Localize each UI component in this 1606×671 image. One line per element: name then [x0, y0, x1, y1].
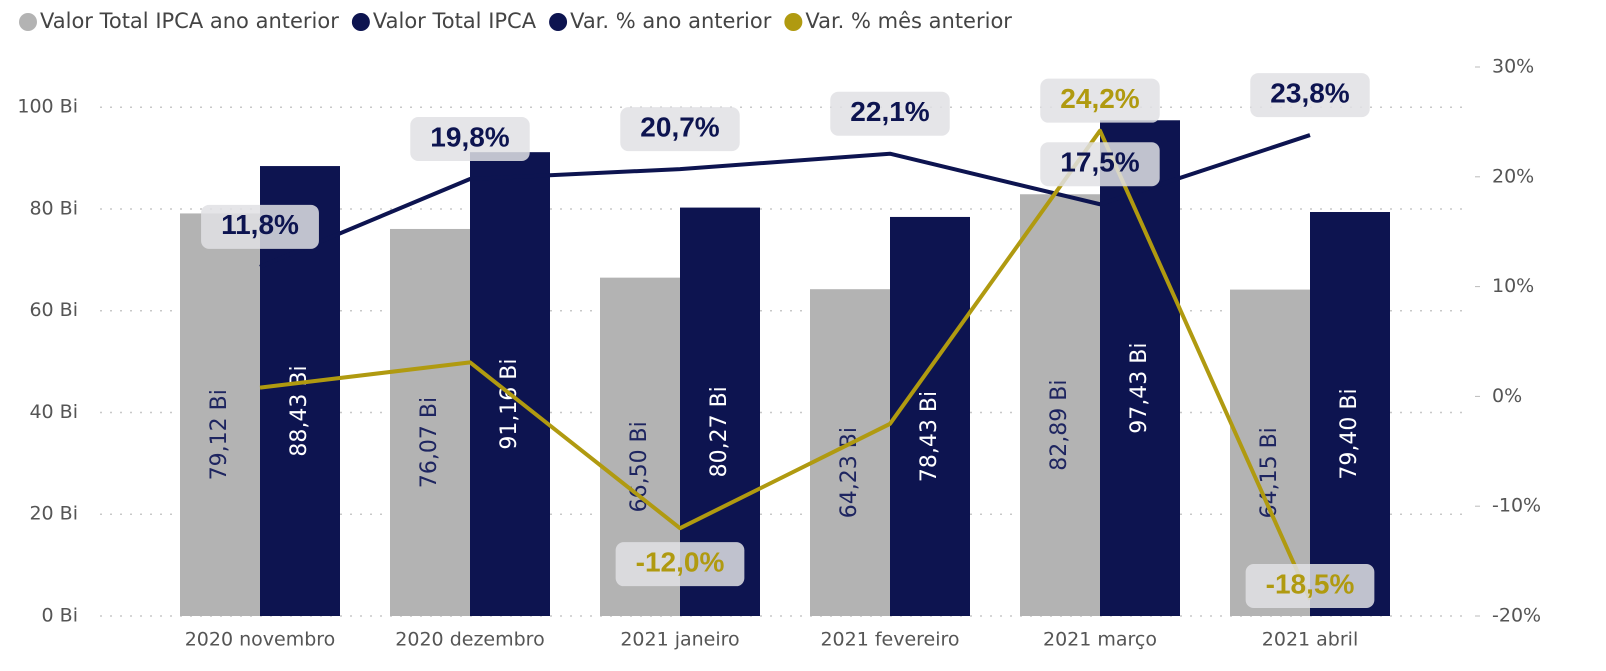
y2-tick-label: 30% [1492, 56, 1534, 78]
data-label-box [1250, 73, 1370, 118]
bar-value-label: 64,15 Bi [1257, 427, 1282, 518]
bar-value-label: 82,89 Bi [1047, 380, 1072, 471]
legend-label: Var. % ano anterior [570, 9, 772, 33]
data-label: -18,5% [1245, 564, 1375, 608]
y-tick-label: 40 Bi [29, 401, 78, 423]
line [259, 133, 1311, 269]
line-value-label: 24,2% [1060, 83, 1139, 114]
data-label: 20,7% [620, 107, 740, 152]
line-value-label: -12,0% [636, 547, 725, 578]
data-label-box [201, 204, 319, 249]
bar [1020, 194, 1100, 616]
y2-tick-label: 20% [1492, 165, 1534, 187]
data-label: 23,8% [1250, 73, 1370, 118]
bar-value-label: 78,43 Bi [917, 391, 942, 482]
y2-tick-label: 0% [1492, 385, 1522, 407]
legend-marker [351, 13, 370, 31]
y2-tick-label: -20% [1492, 605, 1541, 627]
data-label-box [410, 116, 530, 161]
bar [890, 216, 970, 616]
bar-value-label: 80,27 Bi [707, 386, 732, 477]
legend-marker [549, 13, 568, 31]
bar-value-label: 91,16 Bi [497, 358, 522, 449]
bar [1100, 120, 1180, 617]
legend-label: Var. % mês anterior [805, 9, 1012, 33]
y-tick-label: 100 Bi [17, 96, 78, 118]
line-value-label: 11,8% [221, 209, 299, 240]
legend-marker [19, 13, 37, 31]
bar [810, 289, 890, 616]
y2-tick-label: -10% [1492, 495, 1541, 517]
bar-value-label: 76,07 Bi [417, 397, 442, 488]
data-label-box [830, 91, 950, 136]
data-label-box [1245, 564, 1375, 608]
bar [1310, 212, 1390, 616]
x-tick-label: 2020 dezembro [395, 629, 544, 651]
bar-value-label: 79,40 Bi [1337, 388, 1362, 479]
line-value-label: 22,1% [850, 96, 929, 127]
x-tick-label: 2021 abril [1262, 629, 1358, 651]
x-tick-label: 2020 novembro [185, 629, 336, 651]
line-value-label: 23,8% [1270, 77, 1349, 108]
line-value-label: 19,8% [430, 121, 509, 152]
data-label-box [1040, 142, 1160, 187]
y-tick-label: 60 Bi [29, 299, 78, 321]
data-label: 19,8% [410, 116, 530, 161]
y-tick-label: 80 Bi [29, 197, 78, 219]
line-value-label: 20,7% [640, 112, 719, 143]
y-tick-label: 0 Bi [42, 605, 78, 627]
x-tick-label: 2021 janeiro [620, 629, 739, 651]
bar-value-label: 97,43 Bi [1127, 343, 1152, 434]
data-label: 22,1% [830, 91, 950, 136]
bar-value-label: 66,50 Bi [627, 421, 652, 512]
data-label-box [620, 107, 740, 152]
line [259, 128, 1312, 601]
y2-tick-label: 10% [1492, 275, 1534, 297]
data-label: -12,0% [615, 542, 745, 587]
line-value-label: 17,5% [1060, 147, 1139, 178]
data-label: 24,2% [1040, 78, 1160, 123]
bar [180, 213, 260, 617]
line-value-label: -18,5% [1266, 568, 1355, 599]
bar [470, 152, 550, 616]
legend-label: Valor Total IPCA [373, 9, 537, 33]
bar [390, 228, 470, 616]
bar-value-label: 88,43 Bi [287, 365, 312, 456]
data-label: 17,5% [1040, 142, 1160, 187]
x-tick-label: 2021 março [1043, 629, 1157, 651]
x-tick-label: 2021 fevereiro [820, 629, 959, 651]
legend-label: Valor Total IPCA ano anterior [40, 9, 339, 33]
data-label-box [1040, 78, 1160, 123]
data-label-box [615, 542, 745, 587]
y-tick-label: 20 Bi [29, 503, 78, 525]
legend-marker [784, 13, 803, 31]
bar-value-label: 79,12 Bi [207, 389, 232, 480]
data-label: 11,8% [201, 204, 319, 249]
